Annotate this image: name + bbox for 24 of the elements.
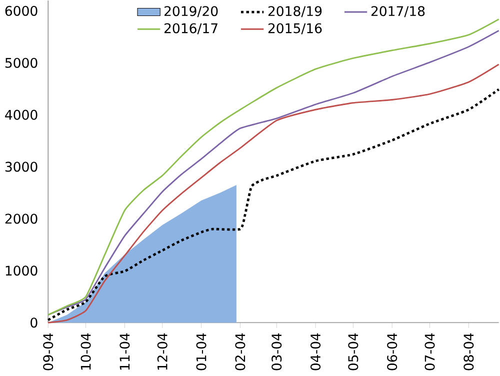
x-tick-label: 01-04 [196, 334, 206, 370]
x-tick-label: 07-04 [424, 334, 435, 370]
x-tick-label: 06-04 [387, 334, 398, 370]
y-tick-label: 4000 [5, 110, 38, 120]
x-tick-label: 05-04 [348, 334, 358, 370]
x-tick-label: 08-04 [464, 334, 474, 370]
legend-label: 2018/19 [268, 6, 322, 18]
legend-label: 2015/16 [268, 23, 322, 35]
x-tick-label: 09-04 [43, 334, 54, 370]
x-tick-label: 02-04 [235, 334, 246, 370]
legend-label: 2017/18 [371, 6, 425, 18]
y-tick-label: 2000 [5, 214, 38, 224]
y-tick-label: 6000 [5, 6, 38, 16]
legend-label: 2016/17 [164, 23, 218, 35]
x-tick-label: 10-04 [80, 334, 91, 370]
x-tick-label: 11-04 [120, 334, 130, 370]
y-tick-label: 3000 [5, 162, 38, 172]
y-tick-label: 5000 [5, 58, 38, 68]
x-tick-label: 03-04 [272, 334, 282, 370]
legend-label: 2019/20 [164, 6, 218, 18]
y-tick-label: 0 [30, 318, 38, 328]
x-tick-label: 04-04 [310, 334, 321, 370]
y-tick-label: 1000 [6, 266, 38, 276]
x-tick-label: 12-04 [157, 334, 168, 370]
